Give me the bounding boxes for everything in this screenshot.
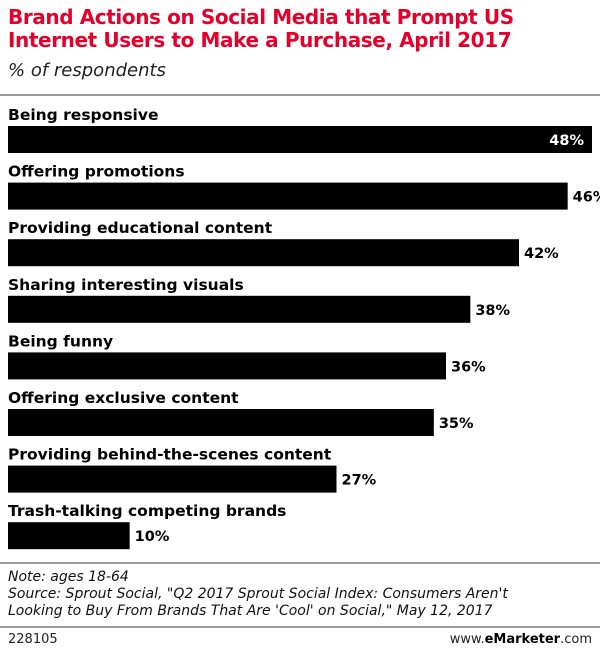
category-label: Offering promotions bbox=[8, 163, 185, 181]
value-label: 36% bbox=[451, 359, 486, 375]
value-label: 35% bbox=[439, 416, 474, 432]
value-label: 10% bbox=[135, 529, 170, 545]
value-label: 48% bbox=[549, 133, 584, 149]
bar bbox=[8, 409, 434, 436]
bar bbox=[8, 295, 471, 323]
bottom-divider bbox=[0, 562, 600, 564]
category-label: Providing educational content bbox=[8, 219, 273, 237]
value-label: 42% bbox=[524, 246, 559, 262]
bar bbox=[8, 126, 592, 153]
note-line: Note: ages 18-64 bbox=[8, 569, 129, 585]
source-line: Looking to Buy From Brands That Are 'Coo… bbox=[8, 603, 493, 619]
source-line: Source: Sprout Social, "Q2 2017 Sprout S… bbox=[8, 586, 508, 602]
bar bbox=[8, 352, 446, 380]
brand-name: eMarketer bbox=[484, 632, 561, 647]
bar bbox=[8, 182, 568, 210]
chart-title: Brand Actions on Social Media that Promp… bbox=[8, 5, 514, 52]
category-label: Trash-talking competing brands bbox=[8, 502, 286, 520]
source-note: Note: ages 18-64 Source: Sprout Social, … bbox=[8, 569, 593, 620]
category-label: Being responsive bbox=[8, 106, 158, 124]
value-label: 27% bbox=[342, 473, 377, 489]
top-divider bbox=[0, 94, 600, 96]
chart-id: 228105 bbox=[8, 632, 58, 647]
brand-prefix: www. bbox=[449, 632, 485, 647]
category-label: Providing behind-the-scenes content bbox=[8, 446, 332, 464]
emarketer-logo: www.eMarketer.com bbox=[450, 632, 592, 647]
value-label: 38% bbox=[475, 303, 510, 319]
bar bbox=[8, 465, 337, 493]
bar-chart: Being responsive 48% Offering promotions 46… bbox=[8, 106, 600, 550]
chart-subtitle: % of respondents bbox=[8, 60, 166, 81]
value-label: 46% bbox=[573, 190, 600, 206]
bar bbox=[8, 239, 519, 267]
category-label: Sharing interesting visuals bbox=[8, 276, 244, 294]
footer-divider bbox=[0, 626, 600, 628]
category-label: Being funny bbox=[8, 332, 113, 350]
category-label: Offering exclusive content bbox=[8, 389, 239, 407]
bar bbox=[8, 522, 130, 550]
brand-suffix: .com bbox=[560, 632, 592, 647]
